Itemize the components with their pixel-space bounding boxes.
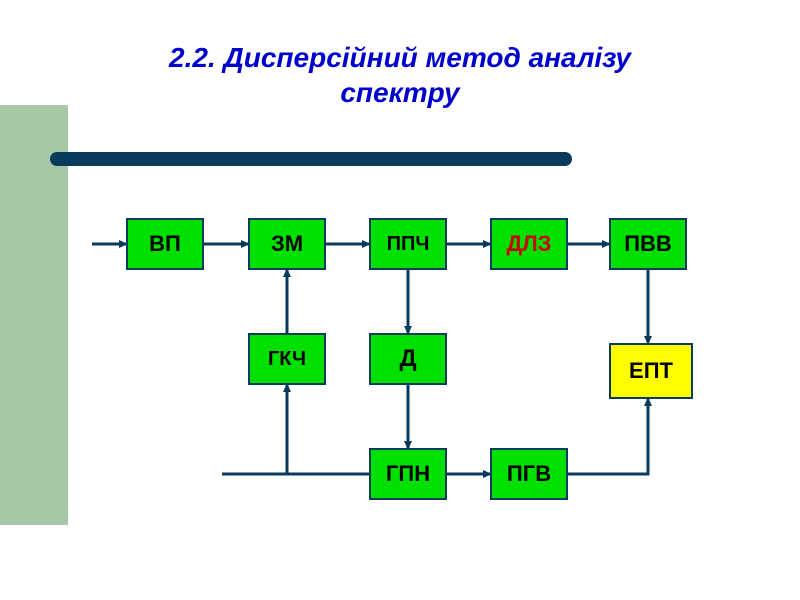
node-gkch: ГКЧ bbox=[248, 333, 326, 385]
node-label-ept: ЕПТ bbox=[629, 358, 673, 384]
title-underline bbox=[50, 152, 572, 166]
title-line2: спектру bbox=[340, 77, 459, 108]
node-ept: ЕПТ bbox=[609, 343, 693, 399]
node-label-pgv: ПГВ bbox=[507, 461, 551, 487]
title-line1: 2.2. Дисперсійний метод аналізу bbox=[169, 42, 631, 73]
node-pvv: ПВВ bbox=[609, 218, 687, 270]
node-gpn: ГПН bbox=[369, 448, 447, 500]
node-label-pvv: ПВВ bbox=[624, 231, 672, 257]
edge-11 bbox=[568, 399, 648, 474]
node-dlz: ДЛЗ bbox=[490, 218, 568, 270]
node-label-dlz: ДЛЗ bbox=[507, 231, 552, 257]
node-label-d: Д bbox=[399, 345, 416, 373]
sidebar-accent bbox=[0, 105, 68, 525]
node-label-vp: ВП bbox=[149, 231, 181, 257]
node-label-zm: ЗМ bbox=[271, 231, 303, 257]
node-zm: ЗМ bbox=[248, 218, 326, 270]
node-d: Д bbox=[369, 333, 447, 385]
node-vp: ВП bbox=[126, 218, 204, 270]
node-ppch: ППЧ bbox=[369, 218, 447, 270]
page-title: 2.2. Дисперсійний метод аналізу спектру bbox=[0, 40, 800, 110]
node-label-gkch: ГКЧ bbox=[268, 348, 306, 371]
edge-10 bbox=[222, 385, 287, 474]
node-pgv: ПГВ bbox=[490, 448, 568, 500]
node-label-ppch: ППЧ bbox=[387, 233, 430, 256]
node-label-gpn: ГПН bbox=[386, 461, 430, 487]
